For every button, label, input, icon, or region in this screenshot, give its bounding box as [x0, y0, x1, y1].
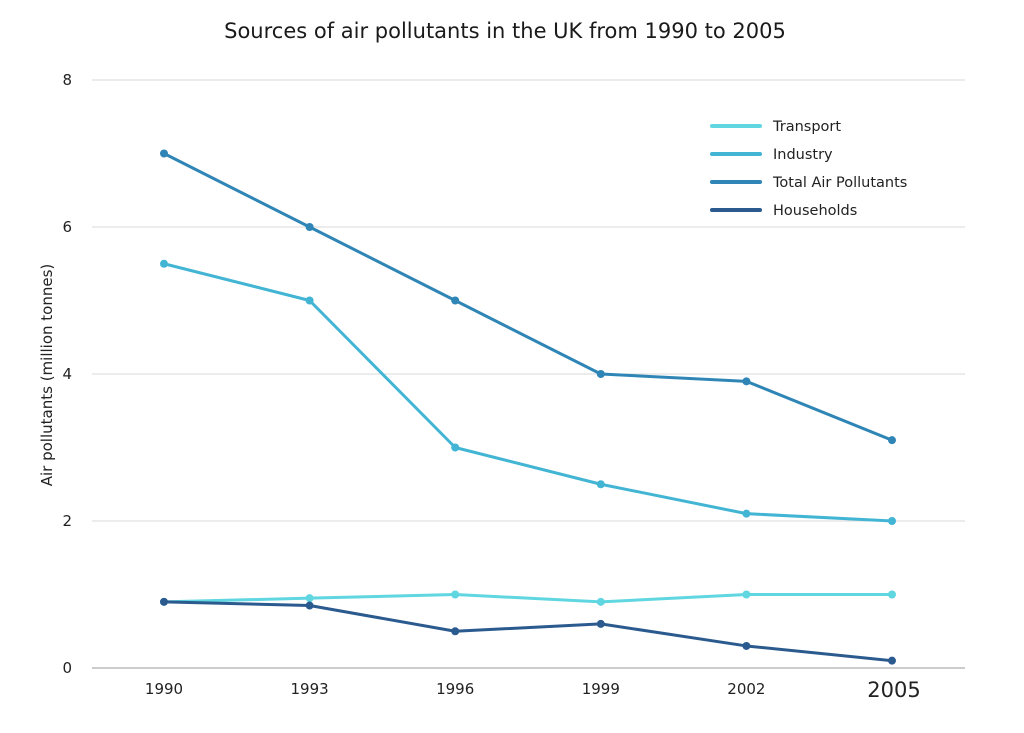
data-point-industry [451, 443, 460, 452]
x-tick-labels: 1990 1993 1996 1999 2002 2005 [145, 678, 921, 702]
data-point-total-air-pollutants [596, 370, 605, 378]
y-tick-label: 8 [62, 71, 72, 89]
series-transport [160, 590, 896, 606]
data-point-transport [742, 590, 751, 599]
data-point-industry [160, 259, 168, 268]
x-tick-label: 1999 [582, 680, 620, 698]
x-tick-label: 1993 [291, 680, 329, 698]
series-layer [160, 149, 896, 665]
series-line-households [162, 600, 894, 663]
data-point-industry [305, 296, 314, 305]
data-point-transport [451, 590, 460, 599]
y-tick-label: 6 [62, 218, 72, 236]
data-point-total-air-pollutants [742, 377, 751, 386]
series-total-air-pollutants [160, 149, 896, 445]
legend-label-transport: Transport [772, 119, 841, 135]
data-point-industry [888, 517, 896, 525]
data-point-transport [305, 594, 314, 603]
grid-layer [92, 79, 965, 669]
series-industry [160, 259, 896, 525]
series-line-transport [162, 593, 894, 604]
data-point-total-air-pollutants [451, 296, 460, 305]
y-tick-labels: 0 2 4 6 8 [62, 71, 72, 677]
data-point-industry [596, 480, 605, 489]
x-tick-label: 1996 [436, 680, 474, 698]
y-tick-label: 0 [62, 659, 72, 677]
data-point-transport [888, 590, 896, 599]
x-tick-label: 2005 [867, 678, 920, 702]
chart-title: Sources of air pollutants in the UK from… [224, 19, 786, 43]
data-point-households [888, 656, 896, 665]
series-line-industry [162, 262, 894, 523]
data-point-transport [596, 597, 605, 606]
x-tick-label: 1990 [145, 680, 183, 698]
legend-label-total-air-pollutants: Total Air Pollutants [772, 175, 907, 191]
y-axis-label: Air pollutants (million tonnes) [38, 264, 56, 487]
x-tick-label: 2002 [727, 680, 765, 698]
data-point-households [742, 641, 751, 650]
data-point-industry [742, 509, 751, 518]
legend-label-industry: Industry [773, 147, 833, 163]
data-point-households [160, 597, 168, 606]
data-point-total-air-pollutants [305, 223, 314, 231]
y-tick-label: 4 [62, 365, 72, 383]
series-line-total-air-pollutants [162, 152, 894, 442]
data-point-households [305, 601, 314, 610]
data-point-households [451, 627, 460, 636]
legend-label-households: Households [773, 203, 857, 219]
y-tick-label: 2 [62, 512, 72, 530]
legend: Transport Industry Total Air Pollutants Hou… [710, 119, 907, 219]
data-point-total-air-pollutants [160, 149, 168, 158]
series-households [160, 597, 896, 665]
data-point-total-air-pollutants [888, 436, 896, 445]
data-point-households [596, 619, 605, 628]
